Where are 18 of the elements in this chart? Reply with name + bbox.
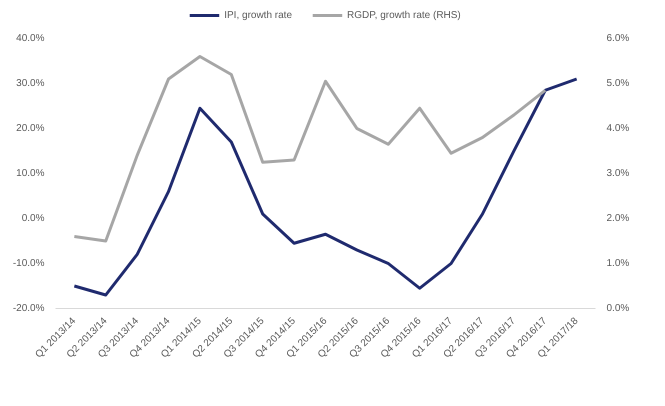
- y2-tick-label: 0.0%: [606, 303, 630, 314]
- y-tick-label: 30.0%: [16, 78, 45, 89]
- y-tick-label: -20.0%: [12, 303, 45, 314]
- y2-tick-label: 2.0%: [606, 213, 630, 224]
- y-tick-label: 0.0%: [22, 213, 45, 224]
- y2-tick-label: 5.0%: [606, 78, 630, 89]
- y2-tick-label: 6.0%: [606, 33, 630, 44]
- y2-tick-label: 1.0%: [606, 258, 630, 269]
- legend-label: IPI, growth rate: [224, 10, 292, 20]
- y-tick-label: 20.0%: [16, 123, 45, 134]
- y-tick-label: 10.0%: [16, 168, 45, 179]
- line-series: [72, 55, 547, 242]
- line-series: [72, 78, 578, 296]
- legend-label: RGDP, growth rate (RHS): [347, 10, 461, 20]
- y-tick-label: 40.0%: [16, 33, 45, 44]
- y-tick-label: -10.0%: [12, 258, 45, 269]
- y2-tick-label: 4.0%: [606, 123, 630, 134]
- y2-tick-label: 3.0%: [606, 168, 630, 179]
